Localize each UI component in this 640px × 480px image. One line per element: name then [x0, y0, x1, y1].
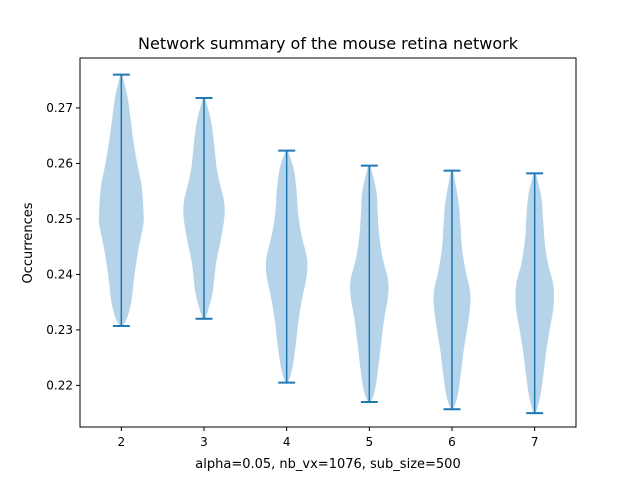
- violin-3: [183, 96, 225, 321]
- violin-6: [433, 169, 471, 411]
- violin-4: [265, 149, 308, 385]
- y-axis-label: Occurrences: [21, 202, 36, 283]
- y-tick-label: 0.24: [46, 267, 73, 281]
- y-tick-label: 0.25: [46, 212, 73, 226]
- y-tick-label: 0.27: [46, 101, 73, 115]
- axes-frame: [79, 57, 577, 428]
- y-tick-label: 0.23: [46, 323, 73, 337]
- violin-layer: [98, 73, 554, 416]
- chart-title: Network summary of the mouse retina netw…: [138, 34, 519, 53]
- x-axis-label: alpha=0.05, nb_vx=1076, sub_size=500: [195, 457, 460, 472]
- x-tick-label: 2: [118, 435, 126, 449]
- x-tick-label: 5: [366, 435, 374, 449]
- violin-5: [350, 164, 389, 404]
- x-tick-label: 3: [200, 435, 208, 449]
- y-tick-label: 0.22: [46, 378, 73, 392]
- x-axis: 2 3 4 5 6 7: [118, 427, 539, 449]
- y-axis: 0.22 0.23 0.24 0.25 0.26 0.27: [46, 101, 80, 392]
- violin-2: [98, 73, 144, 328]
- x-tick-label: 4: [283, 435, 291, 449]
- x-tick-label: 7: [531, 435, 539, 449]
- violin-7: [515, 172, 554, 416]
- y-tick-label: 0.26: [46, 156, 73, 170]
- x-tick-label: 6: [448, 435, 456, 449]
